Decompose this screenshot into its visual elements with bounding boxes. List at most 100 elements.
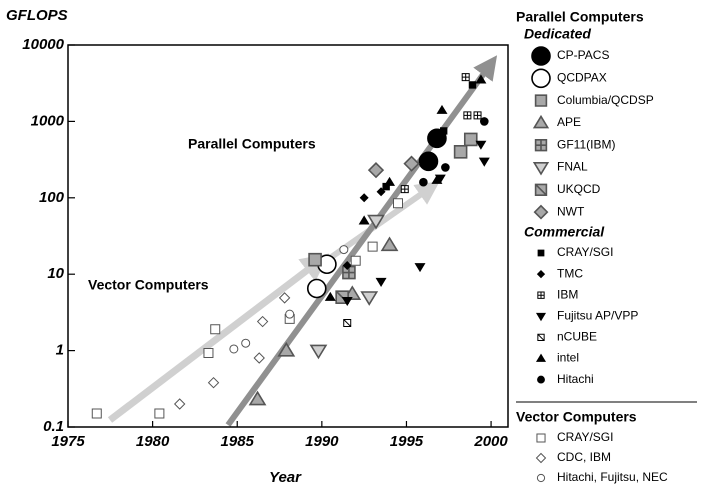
point: [342, 260, 352, 271]
point: [210, 324, 221, 335]
point: [285, 309, 295, 319]
legend-marker: [533, 204, 549, 220]
point: [367, 241, 378, 252]
legend-marker: [537, 291, 545, 299]
point: [308, 252, 322, 267]
legend-marker: [534, 183, 548, 196]
legend-marker: [535, 312, 547, 322]
legend-label: Hitachi: [557, 372, 594, 386]
legend-label: nCUBE: [557, 330, 597, 344]
legend-label: NWT: [557, 204, 585, 218]
legend-label: intel: [557, 351, 579, 365]
point: [375, 277, 387, 287]
legend-label: Columbia/QCDSP: [557, 93, 654, 107]
point: [241, 338, 251, 348]
legend-group: Commercial: [524, 224, 605, 240]
point: [468, 81, 477, 89]
point: [380, 236, 399, 252]
legend-group: Dedicated: [524, 26, 591, 42]
legend-marker: [535, 353, 547, 362]
point: [253, 352, 265, 364]
point: [278, 292, 291, 304]
x-axis-label: Year: [269, 469, 302, 486]
point: [343, 318, 352, 327]
point: [393, 198, 403, 209]
point: [414, 263, 426, 273]
point: [461, 73, 470, 82]
point: [475, 140, 487, 150]
point: [418, 151, 439, 172]
legend-label: CP-PACS: [557, 48, 609, 62]
legend-label: FNAL: [557, 160, 588, 174]
point: [256, 315, 269, 328]
point: [359, 193, 369, 203]
legend-label: IBM: [557, 287, 578, 301]
point: [341, 296, 353, 307]
y-tick-label: 1000: [31, 112, 65, 129]
point: [173, 398, 186, 410]
legend-label: QCDPAX: [557, 70, 607, 84]
point: [358, 215, 370, 225]
point: [436, 104, 448, 114]
x-tick-label: 2000: [473, 433, 508, 450]
point: [403, 155, 420, 172]
x-tick-label: 1995: [390, 433, 424, 450]
y-tick-label: 0.1: [43, 418, 64, 435]
legend-heading: Parallel Computers: [516, 9, 644, 25]
legend-marker: [536, 433, 546, 443]
legend-marker: [537, 333, 545, 342]
point: [475, 74, 487, 84]
point: [473, 111, 482, 120]
legend-marker: [532, 162, 550, 176]
point: [203, 348, 214, 359]
point: [478, 157, 490, 167]
trend-arrows: [107, 55, 498, 427]
point: [248, 390, 267, 406]
point: [463, 111, 472, 120]
point: [154, 408, 165, 419]
legend-marker: [537, 249, 545, 257]
point: [342, 265, 356, 280]
y-tick-label: 10: [47, 265, 64, 282]
annotation: Vector Computers: [88, 277, 209, 293]
legend-marker: [531, 68, 551, 89]
legend-marker: [534, 139, 548, 152]
point: [384, 176, 396, 186]
y-axis-label: GFLOPS: [6, 7, 68, 24]
legend-label: UKQCD: [557, 182, 601, 196]
legend-label: TMC: [557, 266, 583, 280]
point: [229, 344, 239, 354]
y-tick-label: 100: [39, 189, 65, 206]
point: [463, 132, 478, 147]
annotation: Parallel Computers: [188, 136, 316, 152]
point: [367, 162, 385, 179]
x-tick-label: 1975: [51, 433, 85, 450]
legend-marker: [534, 94, 548, 107]
legend-label: CRAY/SGI: [557, 430, 613, 444]
legend-label: CRAY/SGI: [557, 245, 613, 259]
legend-label: CDC, IBM: [557, 450, 611, 464]
plot-frame: [67, 44, 509, 428]
x-tick-label: 1980: [136, 433, 170, 450]
point: [324, 291, 336, 301]
legend-group: Vector Computers: [516, 409, 637, 425]
point: [306, 278, 327, 299]
legend-marker: [536, 473, 546, 483]
point: [91, 408, 102, 419]
point: [441, 163, 450, 172]
x-tick-label: 1990: [305, 433, 339, 450]
y-tick-label: 1: [56, 342, 64, 359]
y-tick-label: 10000: [22, 36, 64, 53]
point: [480, 117, 489, 126]
x-tick-label: 1985: [221, 433, 255, 450]
point: [350, 255, 361, 266]
point: [309, 344, 328, 360]
point: [419, 177, 428, 187]
point: [277, 341, 296, 357]
legend-marker: [537, 375, 545, 384]
point: [431, 174, 443, 184]
legend-marker: [531, 46, 551, 66]
point: [400, 185, 409, 194]
point: [367, 214, 385, 230]
